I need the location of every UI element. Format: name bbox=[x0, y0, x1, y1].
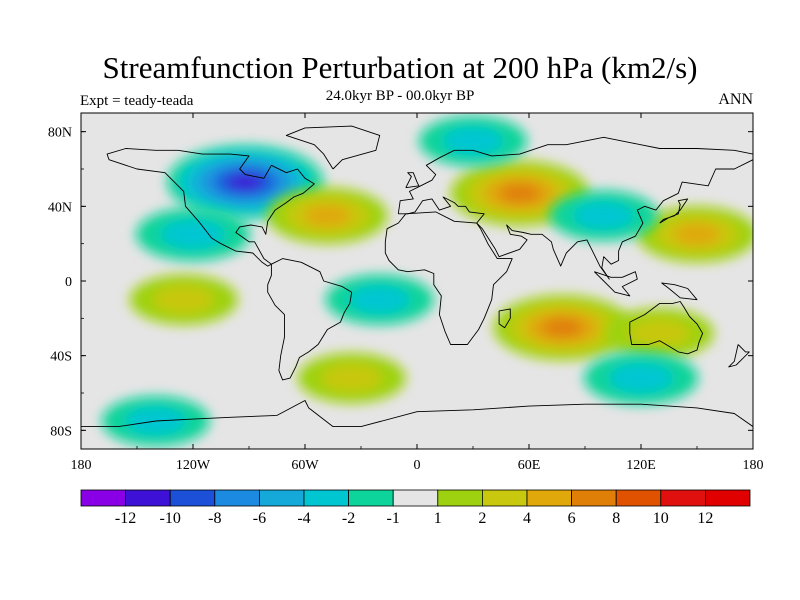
anomaly-south-indian-low bbox=[584, 351, 698, 405]
anomaly-north-atlantic-high bbox=[267, 187, 388, 244]
coastline bbox=[81, 400, 753, 428]
colorbar-swatch bbox=[125, 489, 171, 507]
anomaly-contour bbox=[608, 363, 674, 394]
coastline bbox=[661, 282, 698, 301]
anomaly-contour bbox=[303, 204, 352, 227]
coastline bbox=[405, 172, 420, 189]
coastline bbox=[629, 301, 704, 355]
coastline bbox=[106, 148, 315, 267]
anomaly-west-pacific-high bbox=[637, 206, 753, 263]
y-tick-label: 0 bbox=[65, 275, 72, 290]
coastline bbox=[384, 211, 513, 345]
anomaly-south-atlantic-high bbox=[297, 353, 406, 404]
colorbar-label: 2 bbox=[478, 510, 486, 527]
colorbar-swatch bbox=[615, 489, 662, 507]
anomaly-contour bbox=[349, 285, 411, 314]
coastline bbox=[267, 258, 353, 381]
anomaly-central-asia-low bbox=[549, 190, 658, 241]
colorbar-label: 12 bbox=[697, 510, 713, 527]
colorbar-label: -2 bbox=[342, 510, 355, 527]
anomaly-eurasia-high bbox=[450, 160, 589, 226]
colorbar-label: 1 bbox=[434, 510, 442, 527]
y-tick-label: 80S bbox=[50, 424, 72, 439]
anomaly-south-pacific-high bbox=[129, 274, 238, 325]
x-tick-label: 120W bbox=[176, 458, 211, 473]
colorbar-swatch bbox=[348, 489, 394, 507]
coastline bbox=[498, 308, 511, 329]
chart-subtitle: 24.0kyr BP - 00.0kyr BP bbox=[325, 88, 475, 104]
anomaly-tropical-atlantic-low bbox=[325, 274, 434, 325]
anomaly-contour bbox=[442, 126, 504, 156]
x-tick-label: 60W bbox=[291, 458, 319, 473]
colorbar-swatch bbox=[526, 489, 572, 507]
colorbar-label: 8 bbox=[612, 510, 620, 527]
x-tick-label: 120E bbox=[626, 458, 656, 473]
x-tick-label: 180 bbox=[743, 458, 764, 473]
coastline bbox=[659, 198, 689, 224]
colorbar-label: -1 bbox=[387, 510, 400, 527]
colorbar-swatch bbox=[437, 489, 483, 507]
anomaly-contour bbox=[573, 201, 635, 230]
y-tick-label: 80N bbox=[48, 126, 72, 141]
coastline bbox=[593, 271, 638, 297]
anomaly-contour bbox=[153, 285, 215, 314]
anomaly-contour bbox=[629, 319, 691, 348]
coastline bbox=[397, 136, 753, 280]
anomaly-contour bbox=[321, 363, 383, 393]
map-plot-area bbox=[80, 112, 754, 450]
anomaly-contour bbox=[541, 317, 584, 338]
chart-title: Streamfunction Perturbation at 200 hPa (… bbox=[102, 50, 698, 85]
colorbar-label: -4 bbox=[297, 510, 310, 527]
coastlines bbox=[81, 125, 753, 428]
colorbar-swatch bbox=[303, 489, 349, 507]
colorbar-swatch bbox=[214, 489, 260, 507]
x-tick-label: 60E bbox=[518, 458, 541, 473]
y-tick-label: 40N bbox=[48, 200, 72, 215]
coastline bbox=[285, 125, 381, 170]
anomaly-contour bbox=[229, 174, 262, 190]
coastline bbox=[728, 344, 750, 368]
colorbar-label: 6 bbox=[568, 510, 576, 527]
anomaly-contour bbox=[498, 183, 541, 204]
colorbar-label: 10 bbox=[653, 510, 669, 527]
colorbar-label: -10 bbox=[160, 510, 181, 527]
anomaly-australia-high bbox=[605, 308, 714, 359]
x-tick-label: 180 bbox=[71, 458, 92, 473]
colorbar-swatch bbox=[80, 489, 126, 507]
colorbar-swatch bbox=[258, 489, 305, 507]
colorbar-swatch bbox=[660, 489, 706, 507]
x-tick-label: 0 bbox=[414, 458, 421, 473]
season-label: ANN bbox=[718, 91, 753, 108]
anomaly-contour bbox=[673, 223, 721, 246]
anomaly-indian-ocean-high bbox=[493, 295, 632, 361]
anomaly-east-pacific-low bbox=[136, 207, 250, 261]
colorbar-label: 4 bbox=[523, 510, 531, 527]
colorbar-swatch bbox=[392, 489, 439, 507]
colorbar-swatch bbox=[571, 489, 617, 507]
colorbar-label: -12 bbox=[115, 510, 136, 527]
anomaly-contour bbox=[160, 219, 226, 250]
y-tick-label: 40S bbox=[50, 350, 72, 365]
colorbar-swatch bbox=[481, 489, 528, 507]
map-axes: 180 120W 60W 0 60E 120E 180 80N 40N 0 40S 80S bbox=[48, 113, 764, 473]
colorbar-swatch bbox=[169, 489, 216, 507]
experiment-label: Expt = teady-teada bbox=[80, 93, 194, 109]
colorbar-label: -8 bbox=[208, 510, 221, 527]
colorbar: -12 -10 -8 -6 -4 -2 -1 1 2 4 6 8 10 12 bbox=[80, 489, 751, 527]
anomaly-arctic-low bbox=[419, 116, 527, 166]
colorbar-swatch bbox=[705, 489, 751, 507]
colorbar-label: -6 bbox=[253, 510, 266, 527]
